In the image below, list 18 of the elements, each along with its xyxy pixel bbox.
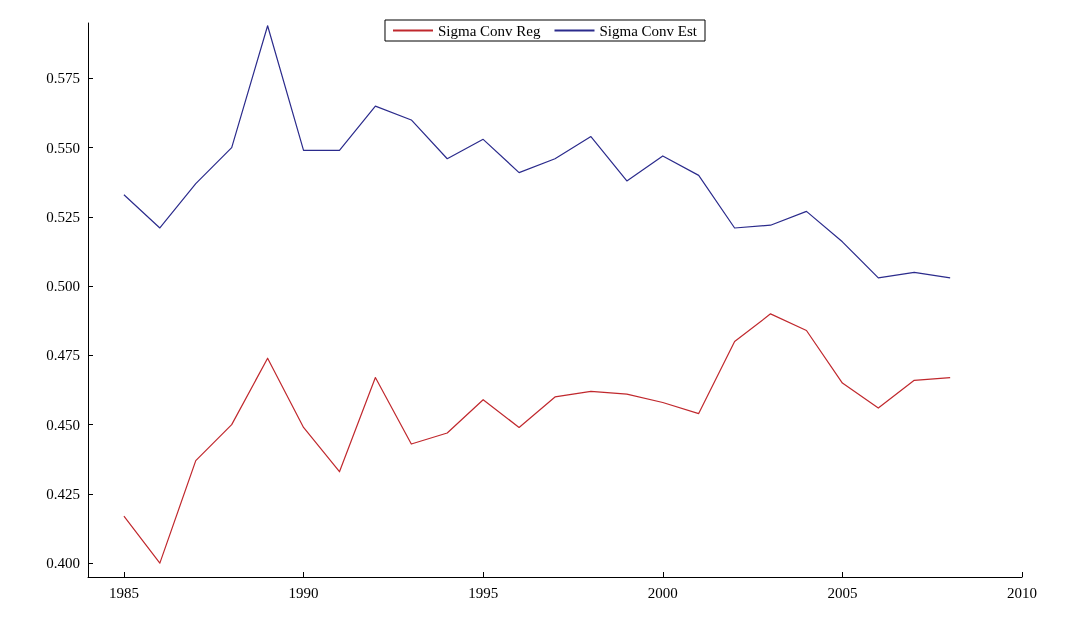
y-tick-label: 0.500: [46, 278, 80, 295]
x-tick-label: 1990: [288, 584, 319, 601]
legend-label: Sigma Conv Reg: [438, 22, 541, 39]
line-series: [123, 313, 951, 564]
y-tick-label: 0.525: [46, 208, 80, 225]
y-tick-label: 0.450: [46, 416, 80, 433]
y-tick-label: 0.550: [46, 139, 80, 156]
y-tick-label: 0.425: [46, 485, 80, 502]
line-series: [123, 25, 951, 279]
x-tick-label: 1985: [108, 584, 139, 601]
y-tick-label: 0.575: [46, 70, 80, 87]
y-tick-label: 0.400: [46, 555, 80, 572]
legend-label: Sigma Conv Est: [599, 22, 698, 39]
x-tick-label: 2000: [647, 584, 678, 601]
x-tick-label: 2005: [827, 584, 858, 601]
x-tick-label: 1995: [468, 584, 499, 601]
y-tick-label: 0.475: [46, 347, 80, 364]
x-tick-label: 2010: [1007, 584, 1037, 601]
